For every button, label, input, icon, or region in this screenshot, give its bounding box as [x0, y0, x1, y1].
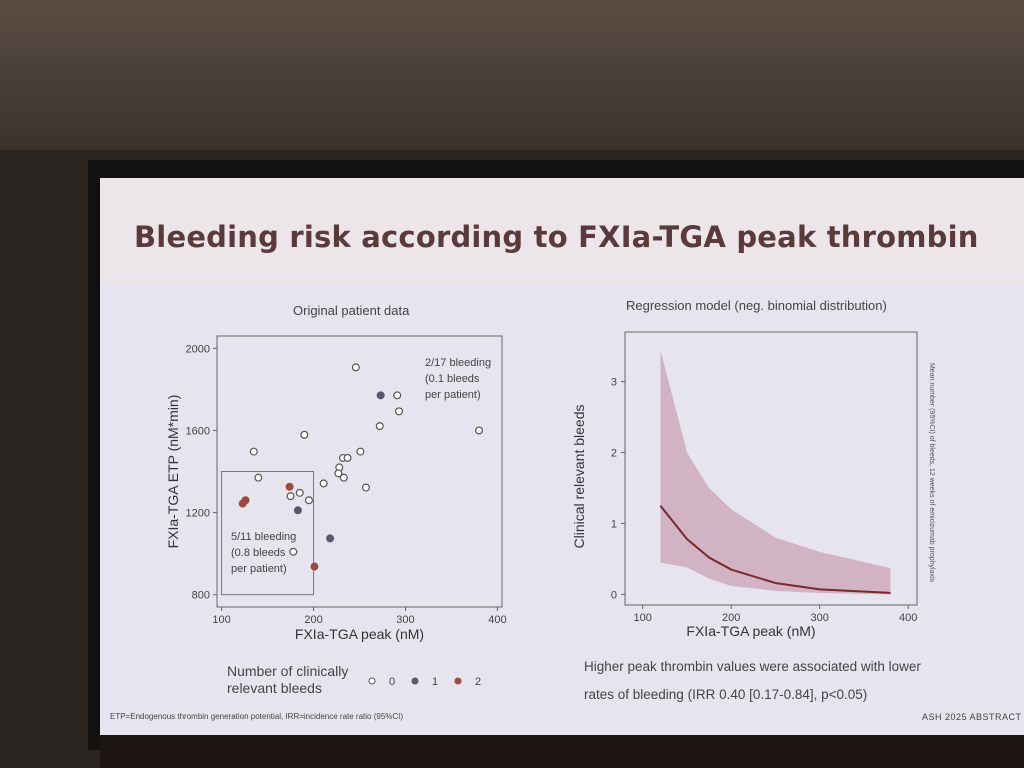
- x-tick-label: 100: [212, 614, 230, 626]
- scatter-point: [375, 422, 384, 431]
- x-tick-label: 300: [810, 612, 828, 624]
- x-tick-label: 200: [304, 614, 322, 626]
- scatter-point: [393, 391, 402, 400]
- scatter-point: [339, 473, 348, 482]
- x-axis-label: FXIa-TGA peak (nM): [295, 626, 424, 642]
- y-axis-label: Clinical relevant bleeds: [571, 405, 587, 549]
- legend-label: 2: [475, 676, 481, 688]
- y-tick-label: 1200: [186, 508, 210, 520]
- left-chart-heading: Original patient data: [293, 303, 410, 318]
- left-plot-frame: [216, 335, 503, 608]
- scatter-point: [356, 447, 365, 456]
- conclusion-line-1: Higher peak thrombin values were associa…: [584, 659, 921, 674]
- annotation-high: (0.1 bleeds: [425, 373, 480, 385]
- scatter-point: [326, 534, 335, 543]
- y-tick-label: 1: [611, 518, 617, 530]
- y-tick-label: 2000: [186, 343, 210, 355]
- x-tick-label: 100: [634, 612, 652, 624]
- y-tick-label: 800: [192, 590, 210, 602]
- scatter-point: [300, 430, 309, 439]
- y-tick-label: 2: [611, 448, 617, 460]
- scatter-point: [376, 391, 385, 400]
- conclusion-line-2: rates of bleeding (IRR 0.40 [0.17-0.84],…: [584, 687, 868, 702]
- x-tick-label: 200: [722, 612, 740, 624]
- x-tick-label: 400: [899, 612, 917, 624]
- x-tick-label: 300: [396, 614, 414, 626]
- audience: [100, 735, 1024, 768]
- scatter-point: [293, 506, 302, 515]
- annotation-low: per patient): [231, 563, 287, 575]
- legend-marker: [368, 677, 376, 685]
- confidence-band: [660, 349, 891, 595]
- annotation-low: (0.8 bleeds: [231, 547, 286, 559]
- scatter-point: [249, 447, 258, 456]
- scatter-point: [319, 479, 328, 488]
- x-tick-label: 400: [488, 614, 506, 626]
- scatter-point: [238, 499, 247, 508]
- legend-label: 1: [432, 676, 438, 688]
- slide-title: Bleeding risk according to FXIa-TGA peak…: [134, 220, 979, 254]
- annotation-low: 5/11 bleeding: [231, 531, 296, 543]
- scatter-point: [351, 363, 360, 372]
- title-band: [100, 178, 1024, 284]
- right-chart-heading: Regression model (neg. binomial distribu…: [626, 298, 887, 313]
- source-label: ASH 2025 ABSTRACT: [922, 712, 1022, 722]
- y-tick-label: 0: [611, 589, 617, 601]
- scatter-point: [475, 426, 484, 435]
- right-plot-frame: [624, 331, 918, 606]
- scatter-point: [310, 562, 319, 571]
- scatter-point: [361, 483, 370, 492]
- y-tick-label: 3: [611, 377, 617, 389]
- ceiling: [0, 0, 1024, 150]
- scatter-point: [395, 407, 404, 416]
- legend-marker: [454, 677, 462, 685]
- scatter-point: [304, 496, 313, 505]
- scatter-point: [254, 473, 263, 482]
- scatter-point: [285, 482, 294, 491]
- legend-marker: [411, 677, 419, 685]
- highlight-box: [221, 471, 315, 596]
- scatter-point: [295, 488, 304, 497]
- scatter-point: [289, 547, 298, 556]
- legend-title-1: Number of clinically: [227, 663, 349, 679]
- scatter-point: [343, 453, 352, 462]
- x-axis-label: FXIa-TGA peak (nM): [686, 623, 815, 639]
- legend-title-2: relevant bleeds: [227, 680, 322, 696]
- scatter-point: [286, 492, 295, 501]
- annotation-high: per patient): [425, 389, 481, 401]
- legend-label: 0: [389, 676, 395, 688]
- slide: Bleeding risk according to FXIa-TGA peak…: [100, 178, 1024, 738]
- y-axis-label: FXIa-TGA ETP (nM*min): [165, 395, 181, 549]
- annotation-high: 2/17 bleeding: [425, 357, 491, 369]
- secondary-axis-label: Mean number (95%CI) of bleeds, 12 weeks …: [928, 363, 935, 583]
- mean-curve: [659, 505, 891, 594]
- footnote: ETP=Endogenous thrombin generation poten…: [110, 712, 404, 721]
- y-tick-label: 1600: [186, 425, 210, 437]
- scatter-point: [334, 469, 343, 478]
